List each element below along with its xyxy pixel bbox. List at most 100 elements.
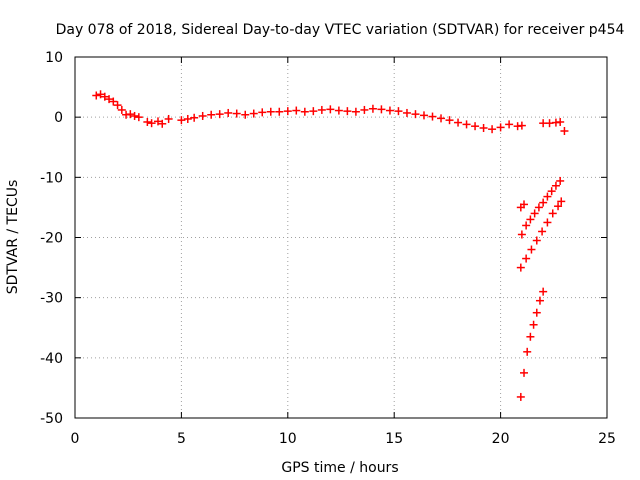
data-point — [283, 107, 292, 116]
data-point — [529, 320, 538, 329]
data-point — [266, 107, 275, 116]
data-point — [134, 113, 143, 122]
data-point — [505, 120, 514, 129]
data-point — [520, 368, 529, 377]
data-point — [377, 105, 386, 114]
data-point — [215, 110, 224, 119]
data-point — [496, 123, 505, 132]
data-point — [454, 118, 463, 127]
data-point — [241, 110, 250, 119]
x-tick-label: 0 — [71, 431, 80, 447]
data-point — [547, 187, 556, 196]
data-point — [526, 215, 535, 224]
data-point — [556, 176, 565, 185]
data-point — [117, 105, 126, 114]
data-point — [543, 218, 552, 227]
x-tick-label: 5 — [177, 431, 186, 447]
data-point — [526, 332, 535, 341]
data-point — [523, 347, 532, 356]
data-point — [462, 120, 471, 129]
data-point — [198, 111, 207, 120]
data-point — [300, 107, 309, 116]
x-tick-label: 20 — [492, 431, 510, 447]
data-point — [351, 107, 360, 116]
data-point — [109, 97, 118, 106]
data-point — [147, 119, 156, 128]
data-point — [309, 107, 318, 116]
data-point — [105, 95, 114, 104]
data-point — [535, 296, 544, 305]
y-tick-label: -50 — [40, 411, 63, 427]
data-point — [530, 209, 539, 218]
data-point — [126, 110, 135, 119]
data-point — [419, 111, 428, 120]
data-point — [554, 202, 563, 211]
grid-lines — [75, 57, 607, 418]
data-point — [527, 245, 536, 254]
data-point — [517, 121, 526, 130]
chart-title: Day 078 of 2018, Sidereal Day-to-day VTE… — [56, 22, 625, 38]
data-point — [164, 114, 173, 123]
x-axis-title: GPS time / hours — [281, 460, 398, 476]
data-point — [551, 181, 560, 190]
data-point — [113, 101, 122, 110]
y-tick-label: -30 — [40, 291, 63, 307]
y-axis-title: SDTVAR / TECUs — [5, 180, 21, 295]
data-point — [326, 105, 335, 114]
data-point — [516, 392, 525, 401]
data-point — [385, 106, 394, 115]
data-point — [402, 108, 411, 117]
data-point — [539, 198, 548, 207]
data-point — [520, 200, 529, 209]
data-point — [479, 123, 488, 132]
data-point — [539, 287, 548, 296]
x-tick-label: 15 — [385, 431, 403, 447]
data-point — [258, 108, 267, 117]
y-tick-label: -10 — [40, 170, 63, 186]
data-point — [224, 108, 233, 117]
data-point — [275, 107, 284, 116]
data-point — [543, 192, 552, 201]
data-point — [538, 227, 547, 236]
data-point — [190, 113, 199, 122]
data-point — [411, 110, 420, 119]
data-point — [232, 109, 241, 118]
y-tick-label: 0 — [54, 110, 63, 126]
data-point — [517, 230, 526, 239]
data-point — [368, 104, 377, 113]
data-point — [207, 110, 216, 119]
data-point — [428, 112, 437, 121]
data-point — [488, 125, 497, 134]
data-point — [522, 221, 531, 230]
data-point — [334, 106, 343, 115]
data-point — [532, 308, 541, 317]
data-point — [130, 111, 139, 120]
data-point — [437, 114, 446, 123]
y-tick-label: -40 — [40, 351, 63, 367]
axis-ticks: 0 5 10 15 20 25 -50 -40 -30 -20 -10 0 10 — [40, 50, 616, 447]
data-point — [158, 119, 167, 128]
data-point — [292, 106, 301, 115]
data-point — [471, 122, 480, 131]
data-points — [92, 90, 569, 401]
y-tick-label: 10 — [45, 50, 63, 66]
data-point — [548, 209, 557, 218]
data-point — [522, 254, 531, 263]
data-point — [100, 92, 109, 101]
data-point — [532, 236, 541, 245]
data-point — [249, 109, 258, 118]
data-point — [394, 107, 403, 116]
data-point — [534, 203, 543, 212]
x-tick-label: 10 — [279, 431, 297, 447]
data-point — [317, 105, 326, 114]
data-point — [143, 117, 152, 126]
data-point — [183, 114, 192, 123]
data-point — [445, 116, 454, 125]
data-point — [360, 105, 369, 114]
data-point — [177, 116, 186, 125]
data-point — [516, 263, 525, 272]
data-point — [556, 117, 565, 126]
data-point — [96, 90, 105, 99]
data-point — [343, 107, 352, 116]
